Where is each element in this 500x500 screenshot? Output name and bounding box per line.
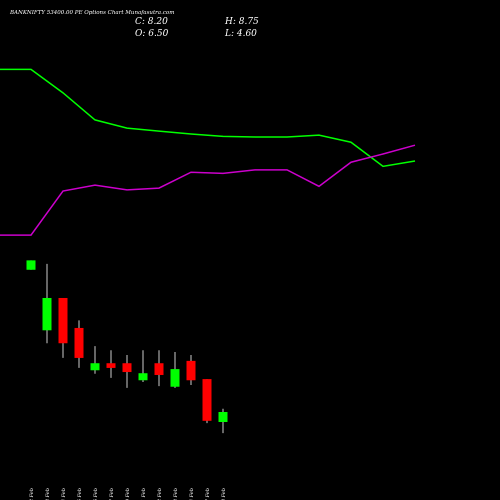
candle-body [74, 327, 84, 358]
x-tick-label: 07 Feb [109, 488, 115, 500]
candle-body [42, 297, 52, 331]
high-label: H: 8.75 [224, 17, 259, 27]
x-tick-label: 13 Feb [173, 488, 179, 500]
open-label: O: 6.50 [135, 29, 169, 39]
candle-body [154, 363, 164, 375]
x-tick-label: 03 Feb [45, 488, 51, 500]
candle-body [58, 297, 68, 344]
chart-title: BANKNIFTY 53400.00 PE Options Chart Muna… [9, 10, 174, 16]
x-tick-label: 06 Feb [93, 488, 99, 500]
x-tick-label: 04 Feb [61, 488, 67, 500]
candle-body [106, 363, 116, 368]
candle-body [202, 379, 212, 421]
x-tick-label: 10 Feb [125, 488, 131, 500]
close-label: C: 8.20 [135, 17, 168, 27]
x-tick-label: 14 Feb [189, 488, 195, 500]
candle-body [218, 412, 228, 422]
candle-body [26, 260, 36, 270]
x-tick-label: 05 Feb [77, 488, 83, 500]
candle-body [186, 360, 196, 381]
candle-body [122, 363, 132, 373]
indicator-line [0, 144, 416, 236]
candle-body [90, 363, 100, 371]
x-tick-label: 11 Feb [141, 488, 147, 500]
candle-body [138, 373, 148, 381]
x-tick-label: 02 Feb [29, 488, 35, 500]
candle-body [170, 369, 180, 387]
x-tick-label: 18 Feb [221, 488, 227, 500]
x-tick-label: 17 Feb [205, 488, 211, 500]
x-tick-label: 12 Feb [157, 488, 163, 500]
indicator-line [0, 68, 416, 168]
low-label: L: 4.60 [224, 29, 257, 39]
